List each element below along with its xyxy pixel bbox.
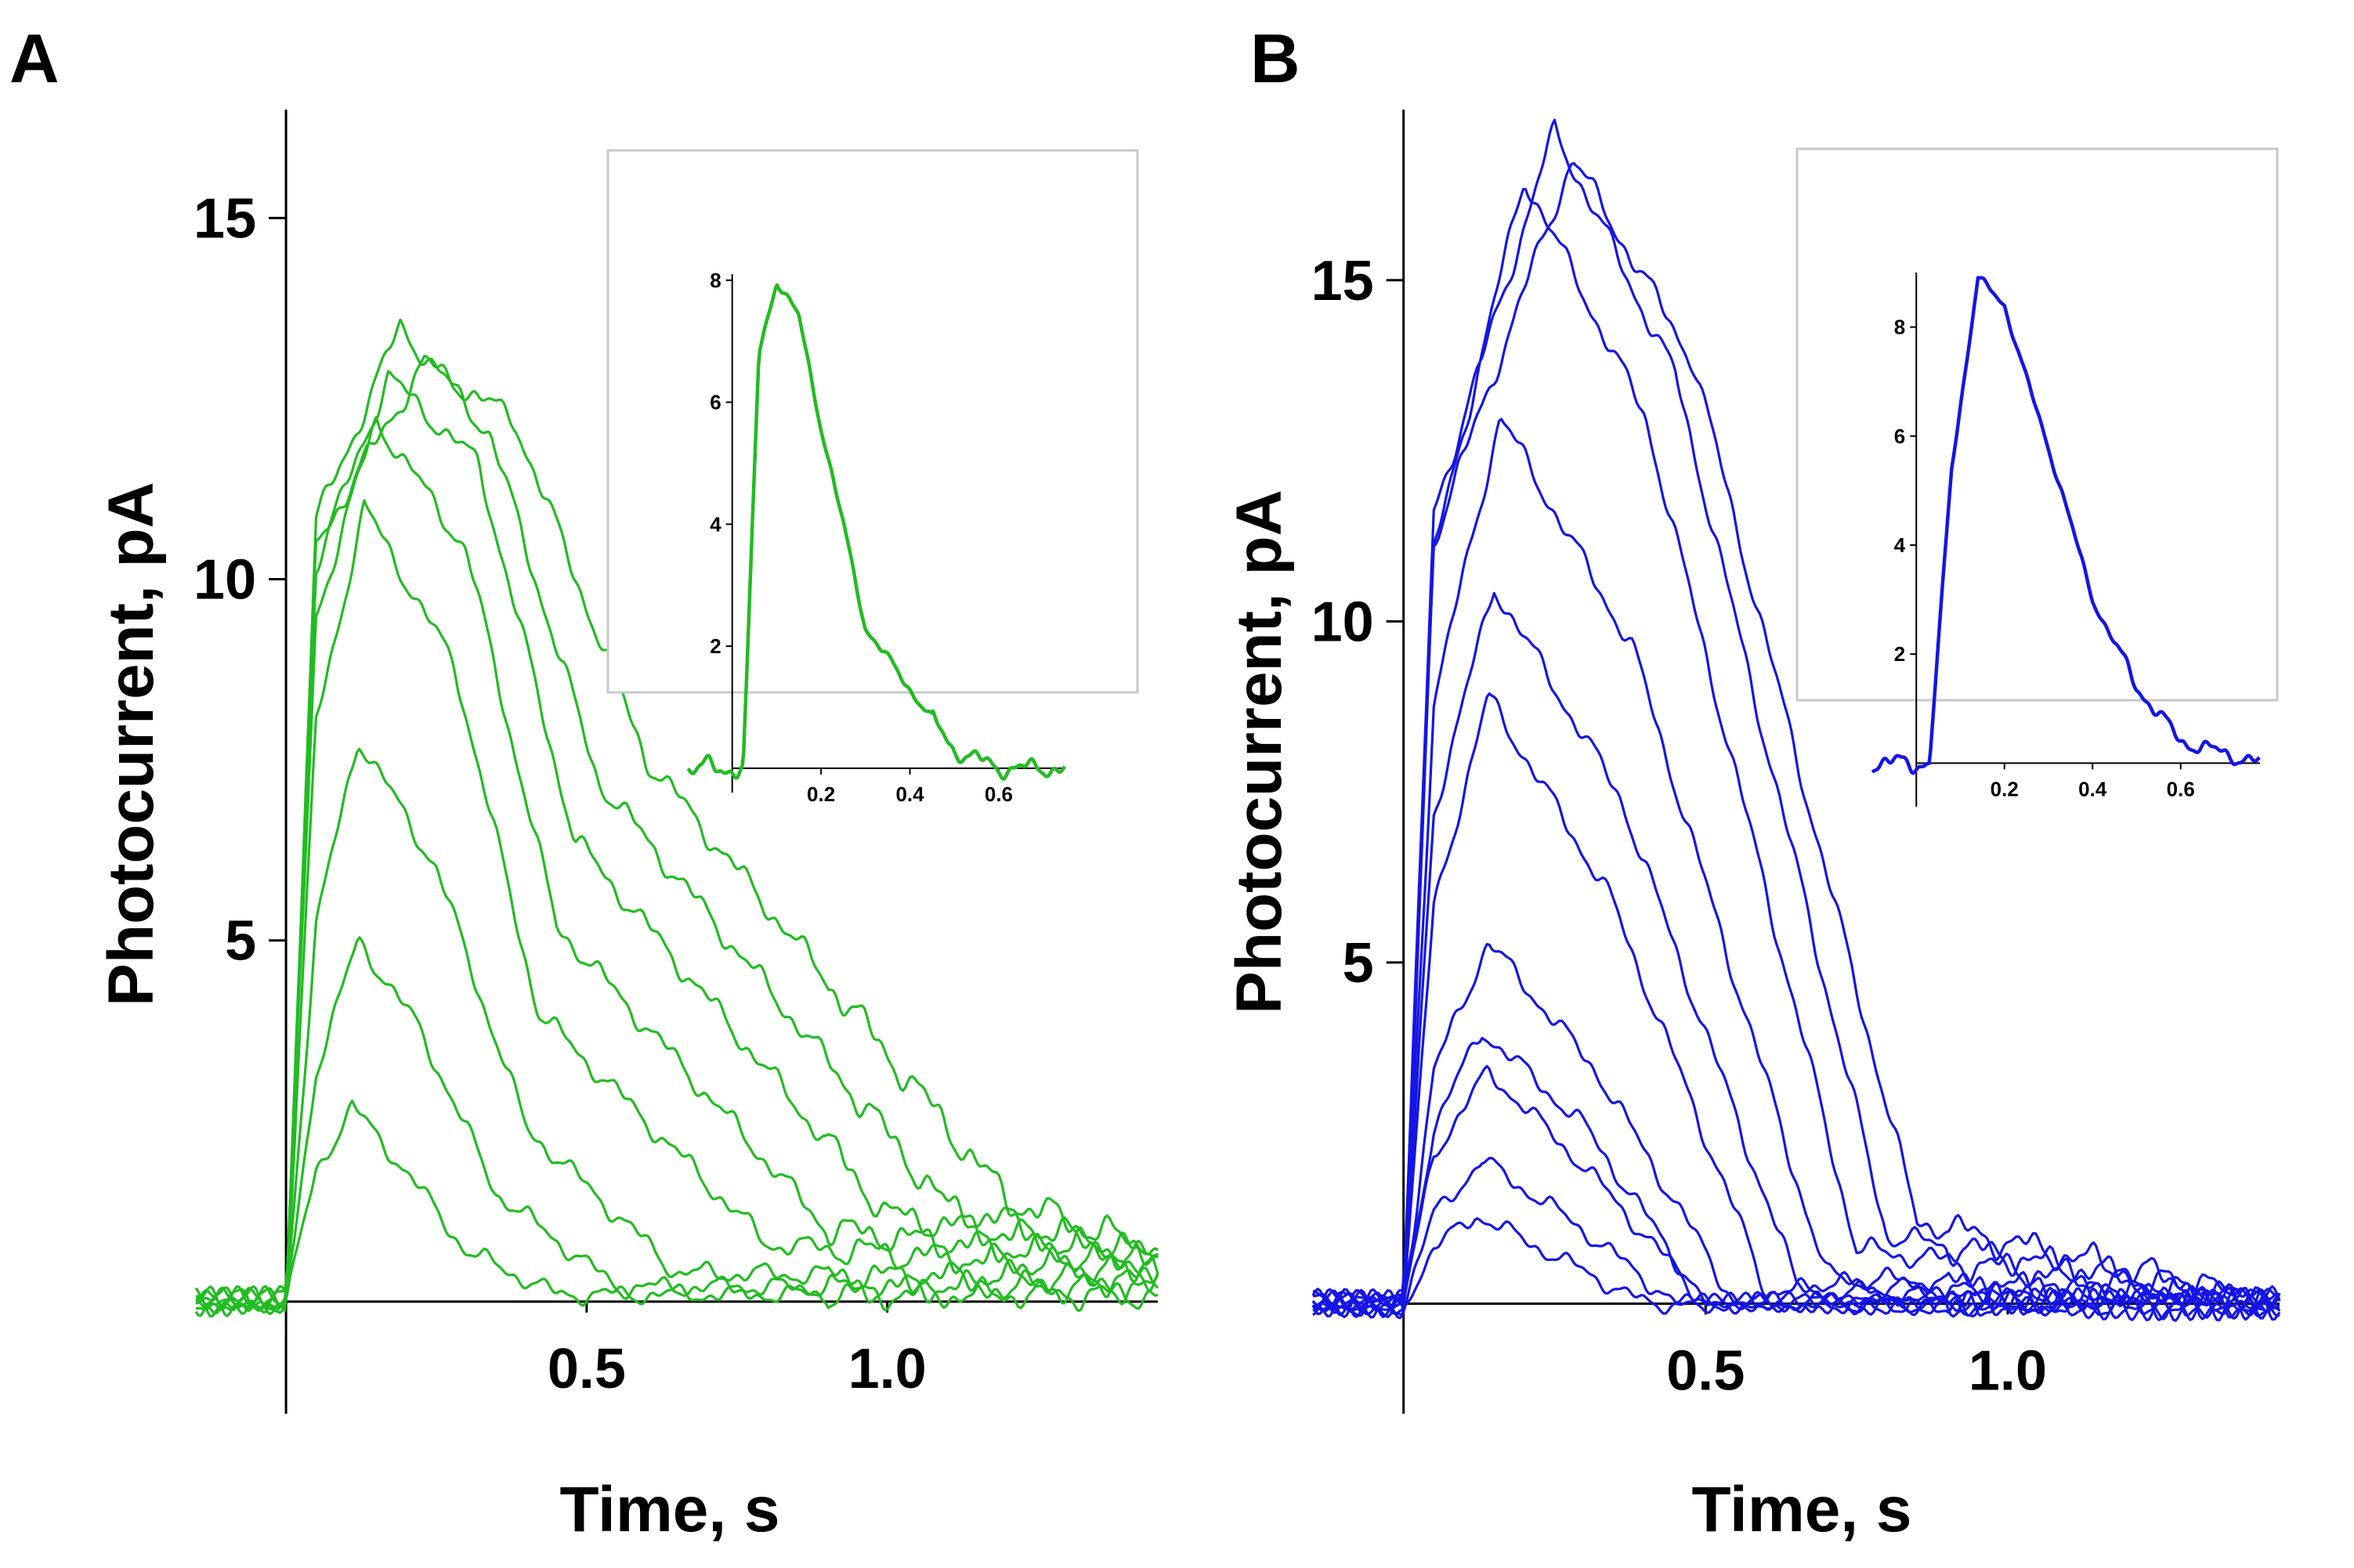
inset-x-tick-label: 0.6	[2167, 777, 2195, 800]
panel-a-plot: 5 10 15 0.5 1.0	[193, 110, 1159, 1414]
inset-frame	[606, 149, 1139, 694]
inset-x-tick-label: 0.6	[985, 782, 1013, 806]
trace-line	[1312, 417, 2281, 1319]
inset-x-tick-label: 0.4	[2078, 777, 2107, 800]
inset-y-tick-label: 6	[1894, 425, 1905, 448]
y-tick-label: 10	[1311, 591, 1374, 653]
y-tick-label: 15	[1311, 250, 1374, 313]
trace-line	[1312, 188, 2281, 1321]
x-tick-label: 0.5	[1666, 1339, 1745, 1402]
inset-y-tick-label: 4	[1894, 533, 1906, 557]
inset-trace-line	[686, 283, 1067, 781]
x-tick-label: 1.0	[1969, 1339, 2047, 1402]
inset-trace-line	[1871, 276, 2261, 775]
panel-a-ylabel: Photocurrent, pA	[96, 482, 167, 1006]
trace-line	[194, 499, 1159, 1315]
panel-a: A 5 10 15 0.5 1.0 Time, s Photocurrent, pA 2…	[9, 20, 1159, 1545]
y-tick-label: 5	[225, 910, 256, 973]
inset-y-tick-label: 8	[710, 269, 721, 292]
y-tick-label: 15	[193, 187, 256, 250]
panel-b-inset: 2 4 6 8 0.2 0.4 0.6	[1795, 147, 2279, 807]
y-tick-label: 10	[193, 549, 256, 612]
inset-y-tick-label: 2	[1894, 642, 1905, 666]
inset-frame	[1795, 147, 2279, 702]
inset-x-tick-label: 0.2	[1991, 777, 2019, 800]
panel-b-plot: 5 10 15 0.5 1.0	[1311, 110, 2281, 1414]
panel-b-ylabel: Photocurrent, pA	[1224, 490, 1295, 1014]
trace-line	[1312, 591, 2281, 1321]
trace-line	[1312, 161, 2280, 1313]
x-tick-label: 1.0	[848, 1338, 927, 1400]
trace-line	[1311, 942, 2280, 1322]
inset-x-tick-label: 0.4	[895, 782, 924, 806]
trace-line	[1312, 692, 2280, 1321]
panel-b-xlabel: Time, s	[1691, 1474, 1911, 1545]
panel-b-letter: B	[1250, 20, 1300, 97]
panel-a-letter: A	[9, 20, 60, 97]
y-tick-label: 5	[1343, 932, 1374, 995]
panel-b: B 5 10 15 0.5 1.0 Time, s Photocurrent, pA 2…	[1224, 20, 2281, 1545]
trace-line	[1311, 118, 2280, 1318]
inset-y-tick-label: 6	[710, 391, 721, 414]
trace-line	[195, 370, 1159, 1315]
trace-line	[195, 936, 1159, 1313]
x-tick-label: 0.5	[548, 1338, 626, 1400]
trace-line	[1312, 1064, 2281, 1321]
panel-a-inset: 2 4 6 8 0.2 0.4 0.6	[606, 149, 1139, 806]
panel-a-xlabel: Time, s	[559, 1474, 779, 1545]
trace-line	[195, 318, 1159, 1317]
inset-y-tick-label: 8	[1894, 316, 1905, 339]
trace-line	[195, 747, 1159, 1313]
inset-y-tick-label: 4	[710, 512, 721, 536]
inset-y-tick-label: 2	[710, 634, 721, 658]
trace-line	[195, 354, 1159, 1318]
inset-x-tick-label: 0.2	[807, 782, 835, 806]
trace-line	[195, 1099, 1159, 1314]
